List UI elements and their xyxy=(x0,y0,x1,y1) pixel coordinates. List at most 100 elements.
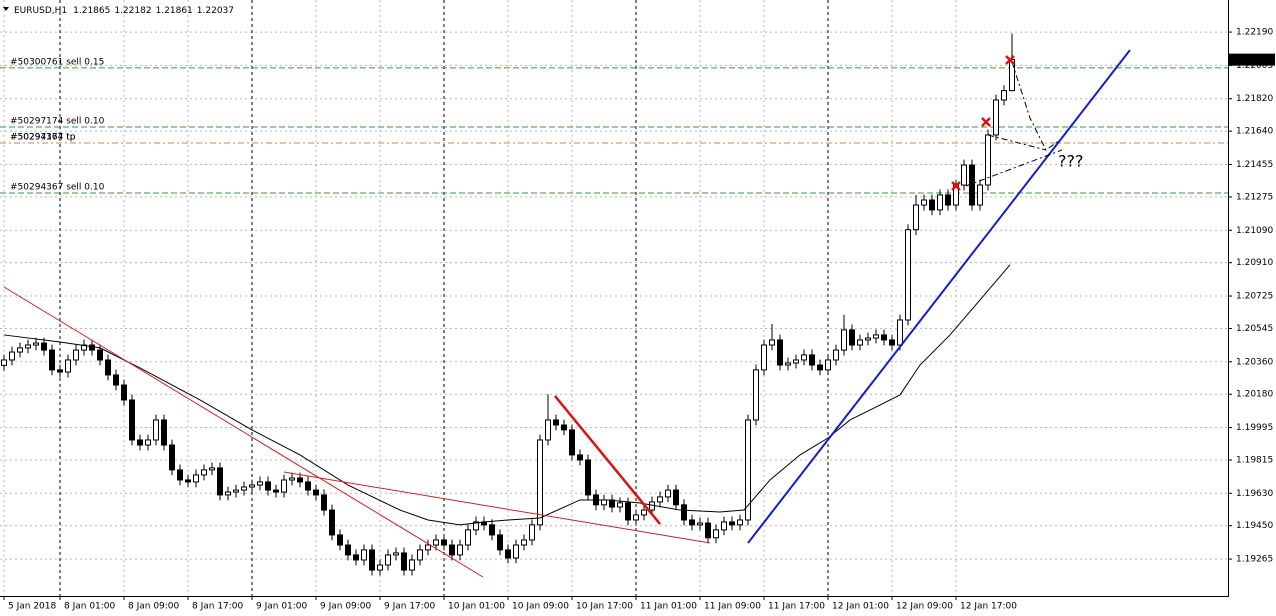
candle-body xyxy=(529,524,535,541)
candle-body xyxy=(969,164,975,206)
x-tick-label: 11 Jan 01:00 xyxy=(640,602,697,612)
candle-body xyxy=(441,539,447,546)
candle-body xyxy=(697,522,703,526)
candle-body xyxy=(385,554,391,566)
annotation: ??? xyxy=(1058,152,1083,171)
candle-body xyxy=(713,529,719,539)
menu-icon[interactable] xyxy=(3,7,9,11)
candle-body xyxy=(545,419,551,441)
candle-body xyxy=(377,564,383,571)
candle-body xyxy=(705,522,711,539)
candle-body xyxy=(297,477,303,483)
candle-body xyxy=(817,364,823,371)
x-tick-label: 8 Jan 09:00 xyxy=(128,602,180,612)
candle-body xyxy=(65,359,71,373)
candle-body xyxy=(369,549,375,571)
candle-body xyxy=(473,521,479,531)
y-tick-label: 1.21090 xyxy=(1236,226,1273,236)
x-tick-label: 5 Jan 2018 xyxy=(8,602,56,612)
candle-body xyxy=(553,419,559,426)
candle-body xyxy=(521,539,527,546)
candle-body xyxy=(49,349,55,371)
candle-body xyxy=(361,549,367,561)
candle-body xyxy=(849,329,855,346)
candle-body xyxy=(321,494,327,511)
close-marker xyxy=(981,117,991,127)
candle-body xyxy=(977,184,983,206)
projection-line xyxy=(987,134,1047,151)
drawings: ??? xyxy=(3,49,1131,578)
candle-body xyxy=(897,319,903,346)
candle-body xyxy=(617,502,623,508)
candle-body xyxy=(241,486,247,491)
order-label: #50294367 tp xyxy=(10,133,76,143)
y-tick-label: 1.22005 xyxy=(1236,61,1273,71)
y-tick-label: 1.21275 xyxy=(1236,192,1273,202)
candle-body xyxy=(809,354,815,366)
candle-body xyxy=(489,524,495,536)
trend-line xyxy=(3,286,484,578)
trend-line xyxy=(283,471,711,544)
candle-body xyxy=(201,469,207,476)
y-tick-label: 1.20180 xyxy=(1236,390,1273,400)
candle-body xyxy=(649,501,655,511)
candle-body xyxy=(57,369,63,373)
y-tick-label: 1.21820 xyxy=(1236,94,1273,104)
candle-body xyxy=(937,194,943,211)
candle-body xyxy=(177,469,183,481)
candle-body xyxy=(249,484,255,488)
x-tick-label: 12 Jan 01:00 xyxy=(832,602,889,612)
candle-body xyxy=(1009,59,1015,92)
candle-body xyxy=(417,549,423,561)
candle-body xyxy=(577,454,583,461)
candle-body xyxy=(257,481,263,486)
close: 1.22037 xyxy=(197,6,234,16)
candle-body xyxy=(129,399,135,441)
candle-body xyxy=(169,444,175,471)
candle-body xyxy=(569,429,575,456)
y-tick-label: 1.20360 xyxy=(1236,357,1273,367)
candles xyxy=(1,33,1015,576)
y-tick-label: 1.22190 xyxy=(1236,28,1273,38)
x-tick-label: 9 Jan 09:00 xyxy=(320,602,372,612)
candle-body xyxy=(97,349,103,361)
x-tick-label: 10 Jan 01:00 xyxy=(448,602,505,612)
chart-title: EURUSD,H1 1.21865 1.22182 1.21861 1.22037 xyxy=(14,6,234,16)
candle-body xyxy=(353,554,359,561)
order-label: #50294367 sell 0.10 xyxy=(10,182,105,192)
candle-body xyxy=(225,491,231,496)
candle-body xyxy=(313,489,319,496)
candle-body xyxy=(193,474,199,483)
candle-body xyxy=(17,347,23,353)
candle-body xyxy=(41,342,47,351)
candle-body xyxy=(505,549,511,559)
candle-body xyxy=(625,502,631,521)
candle-body xyxy=(729,521,735,526)
candle-body xyxy=(745,419,751,521)
candle-body xyxy=(273,489,279,493)
candle-body xyxy=(497,534,503,551)
x-tick-label: 11 Jan 09:00 xyxy=(704,602,761,612)
y-tick-label: 1.20545 xyxy=(1236,324,1273,334)
candle-body xyxy=(105,359,111,376)
candle-body xyxy=(889,339,895,346)
y-tick-label: 1.19630 xyxy=(1236,489,1273,499)
moving-average xyxy=(3,264,1011,526)
candle-body xyxy=(113,374,119,386)
high: 1.22182 xyxy=(114,6,151,16)
price-label: 1.22037 xyxy=(1234,55,1271,65)
order-label: #50297174 tp xyxy=(10,133,76,143)
candle-body xyxy=(777,339,783,366)
candle-body xyxy=(913,204,919,231)
price-box xyxy=(1229,53,1275,66)
y-tick-label: 1.21455 xyxy=(1236,160,1273,170)
candle-body xyxy=(753,369,759,421)
projection-line xyxy=(965,149,1063,187)
candle-body xyxy=(73,349,79,361)
candle-body xyxy=(185,479,191,483)
candle-body xyxy=(857,339,863,346)
open: 1.21865 xyxy=(73,6,110,16)
candle-body xyxy=(793,359,799,364)
